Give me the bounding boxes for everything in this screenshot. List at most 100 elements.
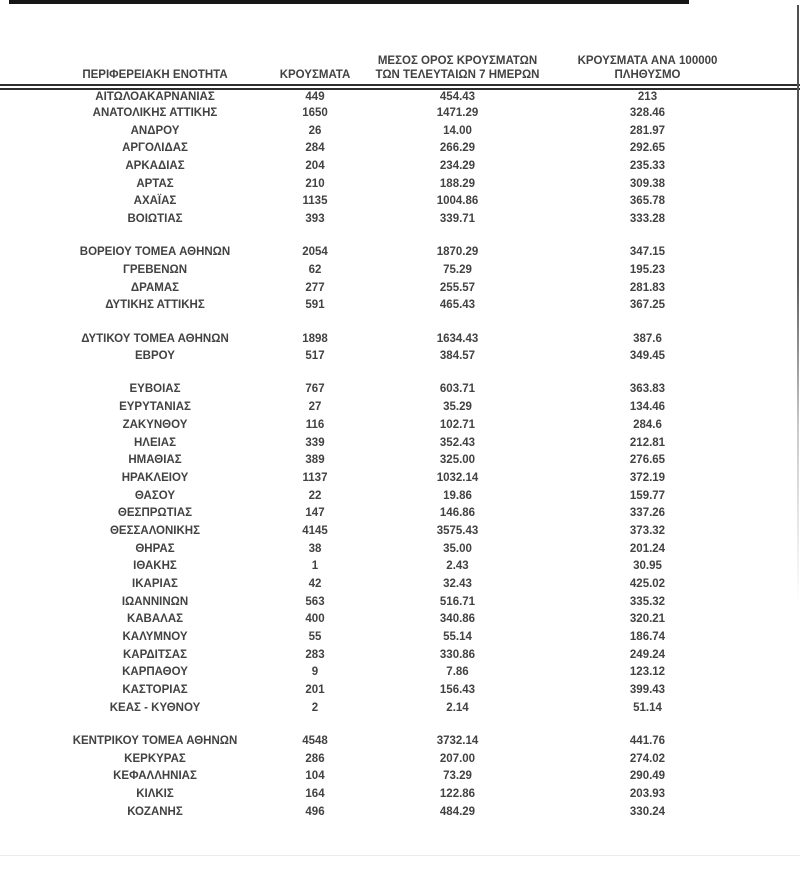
per-100k-value: 365.78: [629, 195, 666, 208]
avg-7day-value: 3732.14: [436, 735, 479, 748]
region-name: ΘΑΣΟΥ: [134, 489, 176, 502]
cases-value: 449: [305, 90, 325, 103]
avg-7day-value: 603.71: [439, 383, 476, 396]
region-name: ΙΩΑΝΝΙΝΩΝ: [121, 595, 189, 608]
avg-7day-value: 266.29: [439, 142, 476, 155]
table-row: ΑΝΔΡΟΥ 26 14.00 281.97: [0, 122, 800, 140]
per-100k-value: 159.77: [629, 489, 666, 502]
avg-7day-value: 102.71: [439, 418, 476, 431]
avg-7day-value: 255.57: [439, 281, 476, 294]
table-row: ΔΥΤΙΚΟΥ ΤΟΜΕΑ ΑΘΗΝΩΝ 1898 1634.43 387.6: [0, 330, 800, 348]
cases-value: 1135: [302, 195, 328, 208]
cases-value: 496: [305, 805, 325, 818]
avg-7day-value: 32.43: [443, 578, 472, 591]
cases-value: 4548: [302, 735, 328, 748]
cases-value: 400: [305, 613, 325, 626]
region-name: ΓΡΕΒΕΝΩΝ: [122, 264, 188, 277]
region-name: ΕΒΡΟΥ: [135, 350, 175, 363]
per-100k-value: 201.24: [629, 542, 666, 555]
avg-7day-value: 1032.14: [436, 471, 479, 484]
col-header-region: ΠΕΡΙΦΕΡΕΙΑΚΗ ΕΝΟΤΗΤΑ: [0, 0, 265, 90]
region-name: ΙΘΑΚΗΣ: [133, 560, 177, 573]
col-header-avg7-line1: ΜΕΣΟΣ ΟΡΟΣ ΚΡΟΥΣΜΑΤΩΝ: [377, 55, 538, 67]
cases-value: 2: [311, 701, 319, 714]
avg-7day-value: 14.00: [443, 124, 472, 137]
cases-value: 62: [308, 264, 322, 277]
avg-7day-value: 484.29: [439, 805, 476, 818]
region-name: ΑΡΓΟΛΙΔΑΣ: [122, 142, 188, 155]
region-name: ΑΡΤΑΣ: [136, 177, 174, 190]
table-row: ΙΚΑΡΙΑΣ 42 32.43 425.02: [0, 576, 800, 594]
per-100k-value: 186.74: [629, 631, 666, 644]
avg-7day-value: 73.29: [443, 770, 472, 783]
per-100k-value: 320.21: [629, 613, 666, 626]
cases-value: 42: [308, 578, 322, 591]
per-100k-value: 337.26: [629, 507, 666, 520]
cases-value: 517: [305, 350, 325, 363]
cases-value: 22: [308, 489, 322, 502]
region-name: ΔΥΤΙΚΟΥ ΤΟΜΕΑ ΑΘΗΝΩΝ: [81, 332, 229, 345]
region-name: ΗΛΕΙΑΣ: [133, 436, 177, 449]
cases-value: 201: [305, 684, 325, 697]
region-name: ΚΕΑΣ - ΚΥΘΝΟΥ: [109, 701, 201, 714]
avg-7day-value: 156.43: [439, 684, 476, 697]
cases-value: 286: [305, 752, 325, 765]
group-separator: [0, 229, 800, 245]
cases-value: 55: [308, 631, 322, 644]
col-header-per100k-line2: ΠΛΗΘΥΣΜΟ: [614, 68, 681, 81]
group-separator: [0, 717, 800, 733]
per-100k-value: 373.32: [629, 524, 666, 537]
avg-7day-value: 35.00: [443, 542, 472, 555]
region-name: ΑΙΤΩΛΟΑΚΑΡΝΑΝΙΑΣ: [95, 90, 215, 103]
table-row: ΚΑΡΠΑΘΟΥ 9 7.86 123.12: [0, 664, 800, 682]
right-edge-rule: [797, 5, 799, 605]
table-row: ΒΟΙΩΤΙΑΣ 393 339.71 333.28: [0, 211, 800, 229]
table-row: ΕΥΡΥΤΑΝΙΑΣ 27 35.29 134.46: [0, 399, 800, 417]
avg-7day-value: 207.00: [439, 752, 476, 765]
region-name: ΑΡΚΑΔΙΑΣ: [125, 160, 185, 173]
per-100k-value: 309.38: [629, 177, 666, 190]
avg-7day-value: 7.86: [446, 666, 469, 679]
region-name: ΕΥΒΟΙΑΣ: [129, 383, 181, 396]
table-row: ΕΥΒΟΙΑΣ 767 603.71 363.83: [0, 381, 800, 399]
per-100k-value: 330.24: [629, 805, 666, 818]
avg-7day-value: 352.43: [439, 436, 476, 449]
avg-7day-value: 2.14: [446, 701, 469, 714]
region-name: ΙΚΑΡΙΑΣ: [132, 578, 178, 591]
per-100k-value: 30.95: [633, 560, 662, 573]
table-row: ΑΡΤΑΣ 210 188.29 309.38: [0, 175, 800, 193]
avg-7day-value: 325.00: [439, 454, 476, 467]
avg-7day-value: 3575.43: [436, 524, 479, 537]
avg-7day-value: 234.29: [439, 160, 476, 173]
table-row: ΚΕΑΣ - ΚΥΘΝΟΥ 2 2.14 51.14: [0, 700, 800, 718]
region-name: ΚΑΒΑΛΑΣ: [126, 613, 184, 626]
table-row: ΘΑΣΟΥ 22 19.86 159.77: [0, 487, 800, 505]
table-row: ΑΡΓΟΛΙΔΑΣ 284 266.29 292.65: [0, 140, 800, 158]
table-row: ΒΟΡΕΙΟΥ ΤΟΜΕΑ ΑΘΗΝΩΝ 2054 1870.29 347.15: [0, 244, 800, 262]
group-separator: [0, 315, 800, 331]
table-row: ΕΒΡΟΥ 517 384.57 349.45: [0, 348, 800, 366]
avg-7day-value: 454.43: [439, 90, 476, 103]
region-name: ΑΝΔΡΟΥ: [130, 124, 180, 137]
per-100k-value: 441.76: [629, 735, 666, 748]
per-100k-value: 235.33: [629, 160, 666, 173]
table-row: ΖΑΚΥΝΘΟΥ 116 102.71 284.6: [0, 417, 800, 435]
table-row: ΑΙΤΩΛΟΑΚΑΡΝΑΝΙΑΣ 449 454.43 213: [0, 87, 800, 105]
table-header: ΠΕΡΙΦΕΡΕΙΑΚΗ ΕΝΟΤΗΤΑ ΚΡΟΥΣΜΑΤΑ ΜΕΣΟΣ ΟΡΟ…: [0, 0, 800, 90]
cases-value: 389: [305, 454, 325, 467]
col-header-region-label: ΠΕΡΙΦΕΡΕΙΑΚΗ ΕΝΟΤΗΤΑ: [82, 68, 228, 81]
table-body: ΑΙΤΩΛΟΑΚΑΡΝΑΝΙΑΣ 449 454.43 213 ΑΝΑΤΟΛΙΚΗΣ Α…: [0, 87, 800, 821]
avg-7day-value: 122.86: [439, 788, 476, 801]
cases-value: 767: [305, 383, 325, 396]
per-100k-value: 195.23: [629, 264, 666, 277]
cases-value: 9: [311, 666, 319, 679]
header-row: ΠΕΡΙΦΕΡΕΙΑΚΗ ΕΝΟΤΗΤΑ ΚΡΟΥΣΜΑΤΑ ΜΕΣΟΣ ΟΡΟ…: [0, 0, 800, 90]
cases-value: 1: [311, 560, 319, 573]
table-row: ΚΟΖΑΝΗΣ 496 484.29 330.24: [0, 803, 800, 821]
region-name: ΒΟΙΩΤΙΑΣ: [127, 213, 183, 226]
cases-value: 1650: [302, 107, 328, 120]
per-100k-value: 367.25: [629, 299, 666, 312]
col-header-cases: ΚΡΟΥΣΜΑΤΑ: [265, 0, 365, 90]
per-100k-value: 363.83: [629, 383, 666, 396]
